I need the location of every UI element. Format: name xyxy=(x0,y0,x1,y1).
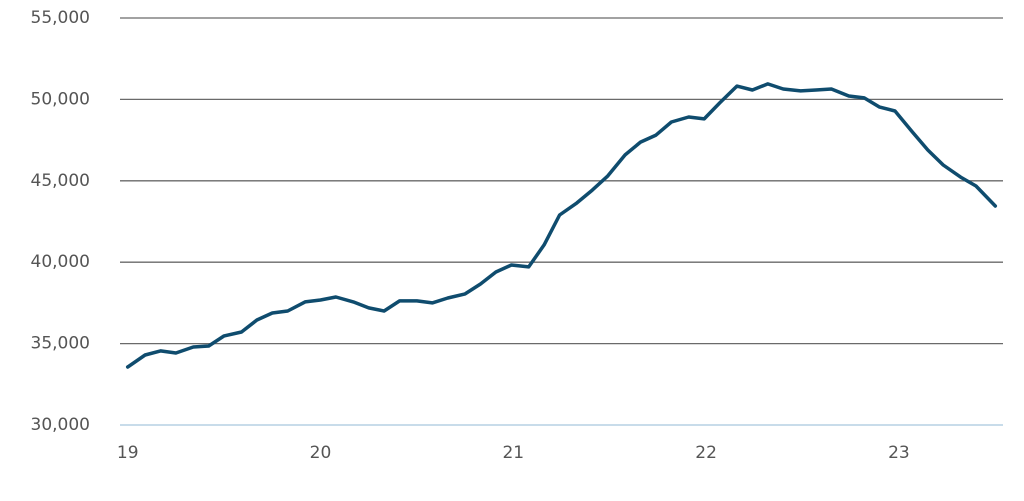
y-tick-label: 55,000 xyxy=(31,8,90,28)
x-tick-label: 19 xyxy=(117,443,139,463)
x-tick-label: 23 xyxy=(888,443,910,463)
y-tick-label: 45,000 xyxy=(31,171,90,191)
y-tick-label: 50,000 xyxy=(31,89,90,109)
x-tick-label: 22 xyxy=(695,443,717,463)
y-tick-label: 40,000 xyxy=(31,252,90,272)
x-tick-label: 20 xyxy=(310,443,332,463)
y-tick-label: 35,000 xyxy=(31,334,90,354)
y-tick-label: 30,000 xyxy=(31,415,90,435)
x-tick-label: 21 xyxy=(502,443,524,463)
line xyxy=(125,82,998,369)
